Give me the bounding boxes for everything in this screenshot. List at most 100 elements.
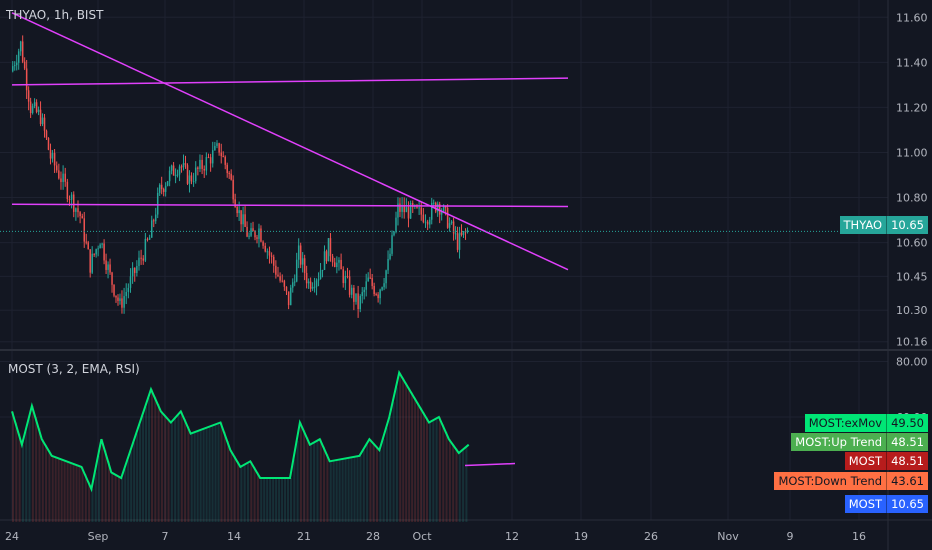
histogram-bar [38,428,41,522]
histogram-bar [362,450,365,522]
candle-body [446,207,449,228]
candle-body [275,265,277,275]
candle-body [313,286,316,288]
histogram-bar [57,458,60,522]
candle-body [450,221,453,224]
candle-body [367,277,369,282]
histogram-bar [263,477,266,522]
histogram-bar [395,387,398,522]
histogram-bar [389,416,392,522]
candle-body [395,217,397,232]
candle-body [353,287,355,302]
indicator-tag-value: 10.65 [886,495,928,513]
histogram-bar [184,418,187,522]
histogram-bar [199,430,202,522]
candle-body [178,166,181,175]
candle-body [220,152,222,157]
candle-body [103,243,105,261]
candle-body [355,293,357,302]
histogram-bar [402,377,405,522]
indicator-tag-label: MOST:Down Trend [774,472,887,490]
candle-body [33,102,36,107]
histogram-bar [438,416,441,522]
histogram-bar [392,402,395,522]
most-rsi-line[interactable] [11,369,470,493]
histogram-bar [167,418,170,522]
histogram-bar [260,477,263,522]
candle-body [317,278,320,281]
candle-body [327,238,330,262]
last-price-tag: THYAO 10.65 [839,216,928,234]
trend-line-resistance[interactable] [11,77,569,86]
candle-body [357,293,359,310]
histogram-bar [250,461,253,522]
histogram-bar [379,450,382,522]
candle-body [373,285,375,294]
candle-body [383,283,385,288]
time-axis-label: 21 [297,530,311,543]
histogram-bar [356,456,359,522]
candle-body [168,170,171,182]
histogram-bar [45,444,48,522]
histogram-bar [256,472,259,522]
candle-body [252,228,254,232]
candle-body [454,233,457,235]
histogram-bar [84,474,87,522]
histogram-bar [205,428,208,522]
candle-body [140,257,142,259]
candle-body [432,202,435,204]
candle-body [31,106,34,114]
main-pane-title[interactable]: THYAO, 1h, BIST [6,8,104,22]
candle-body [391,235,393,254]
histogram-bar [21,444,24,522]
histogram-bar [107,461,110,522]
indicator-tag-label: MOST:Up Trend [791,433,887,451]
candle-body [136,266,138,273]
candle-body [411,202,414,208]
histogram-bar [376,446,379,522]
histogram-bar [78,465,81,522]
price-axis-label: 11.20 [896,101,928,114]
indicator-pane-title[interactable]: MOST (3, 2, EMA, RSI) [8,362,140,376]
histogram-bar [111,472,114,522]
candle-body [379,289,381,299]
histogram-bar [448,439,451,522]
candle-body [420,207,422,215]
candle-body [62,173,64,183]
candle-body [19,41,22,52]
candle-body [184,163,187,166]
histogram-bar [372,442,375,522]
time-axis-label: 9 [787,530,794,543]
histogram-bar [420,407,423,522]
histogram-bar [12,411,14,522]
candle-body [23,61,26,69]
indicator-tag-label: MOST [844,452,887,470]
candle-body [55,165,58,171]
candle-body [393,231,395,236]
candle-body [64,173,66,182]
candle-body [89,249,91,273]
candle-body [111,272,113,285]
candle-body [466,230,469,233]
histogram-bar [145,407,148,522]
indicator-value-tag: MOST:exMov 49.50 [804,414,928,432]
candle-body [452,221,455,234]
candle-body [129,276,132,288]
candle-body [25,68,28,91]
trend-line-support[interactable] [11,203,569,208]
histogram-bar [237,461,240,522]
candle-body [101,243,103,245]
candle-body [440,211,443,215]
candles[interactable] [12,35,469,318]
candle-body [214,145,216,151]
candle-body [79,212,81,217]
candle-body [321,269,324,271]
candle-body [301,258,304,265]
last-price-value: 10.65 [886,216,928,234]
trend-line-descending[interactable] [11,12,569,271]
price-axis-label: 10.60 [896,237,928,250]
histogram-bar [306,437,309,522]
candle-body [205,157,208,171]
